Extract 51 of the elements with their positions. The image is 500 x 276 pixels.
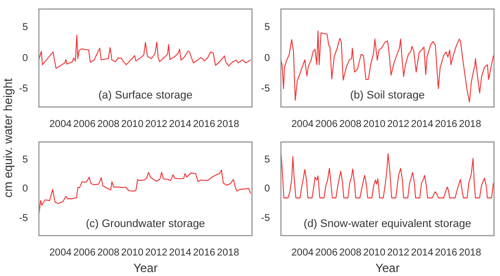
x-tick-label: 2016 xyxy=(434,247,458,258)
y-tick-label: -5 xyxy=(18,83,28,94)
x-tick-label: 2018 xyxy=(216,247,240,258)
x-tick-label: 2012 xyxy=(387,118,410,130)
y-tick-label: 0 xyxy=(264,52,270,64)
annotation: (b) Soil storage xyxy=(350,90,425,102)
x-tick-label: 2014 xyxy=(411,118,434,130)
x-tick-label: 2010 xyxy=(121,118,144,130)
x-tick-label: 2008 xyxy=(339,247,362,258)
x-tick-label: 2018 xyxy=(458,118,482,130)
x-tick-label: 2006 xyxy=(73,118,96,130)
x-tick-label: 2012 xyxy=(145,247,168,258)
y-axis-title: cm equiv. water height xyxy=(1,78,15,198)
y-tick-label: 0 xyxy=(22,184,28,195)
x-axis-title: Year xyxy=(133,261,158,276)
y-tick-label: 5 xyxy=(264,22,270,34)
x-tick-label: 2010 xyxy=(363,118,386,130)
x-tick-label: 2008 xyxy=(97,247,120,258)
x-axis-title: Year xyxy=(375,261,400,276)
y-tick-label: 5 xyxy=(264,154,270,166)
x-tick-label: 2012 xyxy=(145,118,168,130)
x-tick-label: 2006 xyxy=(315,247,338,258)
y-tick-label: 0 xyxy=(22,52,28,64)
x-tick-label: 2010 xyxy=(363,247,386,258)
x-tick-label: 2004 xyxy=(49,118,72,130)
x-tick-label: 2016 xyxy=(434,118,458,130)
annotation: (c) Groundwater storage xyxy=(86,218,206,230)
annotation: (a) Surface storage xyxy=(98,90,193,102)
y-tick-label: -5 xyxy=(18,212,28,224)
x-tick-label: 2018 xyxy=(216,118,240,130)
x-tick-label: 2018 xyxy=(458,247,482,258)
x-tick-label: 2014 xyxy=(169,247,192,258)
x-tick-label: 2008 xyxy=(97,118,120,130)
x-tick-label: 2008 xyxy=(339,118,362,130)
y-tick-label: 0 xyxy=(264,184,270,195)
y-tick-label: -5 xyxy=(260,212,270,224)
x-tick-label: 2014 xyxy=(169,118,192,130)
x-tick-label: 2006 xyxy=(73,247,96,258)
y-tick-label: 5 xyxy=(22,154,28,166)
x-tick-label: 2014 xyxy=(411,247,434,258)
annotation: (d) Snow-water equivalent storage xyxy=(304,218,472,230)
x-tick-label: 2004 xyxy=(291,118,314,130)
x-tick-label: 2004 xyxy=(291,247,314,258)
x-tick-label: 2010 xyxy=(121,247,144,258)
y-tick-label: 5 xyxy=(22,22,28,34)
x-tick-label: 2012 xyxy=(387,247,410,258)
y-tick-label: -5 xyxy=(260,83,270,94)
x-tick-label: 2006 xyxy=(315,118,338,130)
x-tick-label: 2016 xyxy=(192,118,216,130)
x-tick-label: 2016 xyxy=(192,247,216,258)
x-tick-label: 2004 xyxy=(49,247,72,258)
